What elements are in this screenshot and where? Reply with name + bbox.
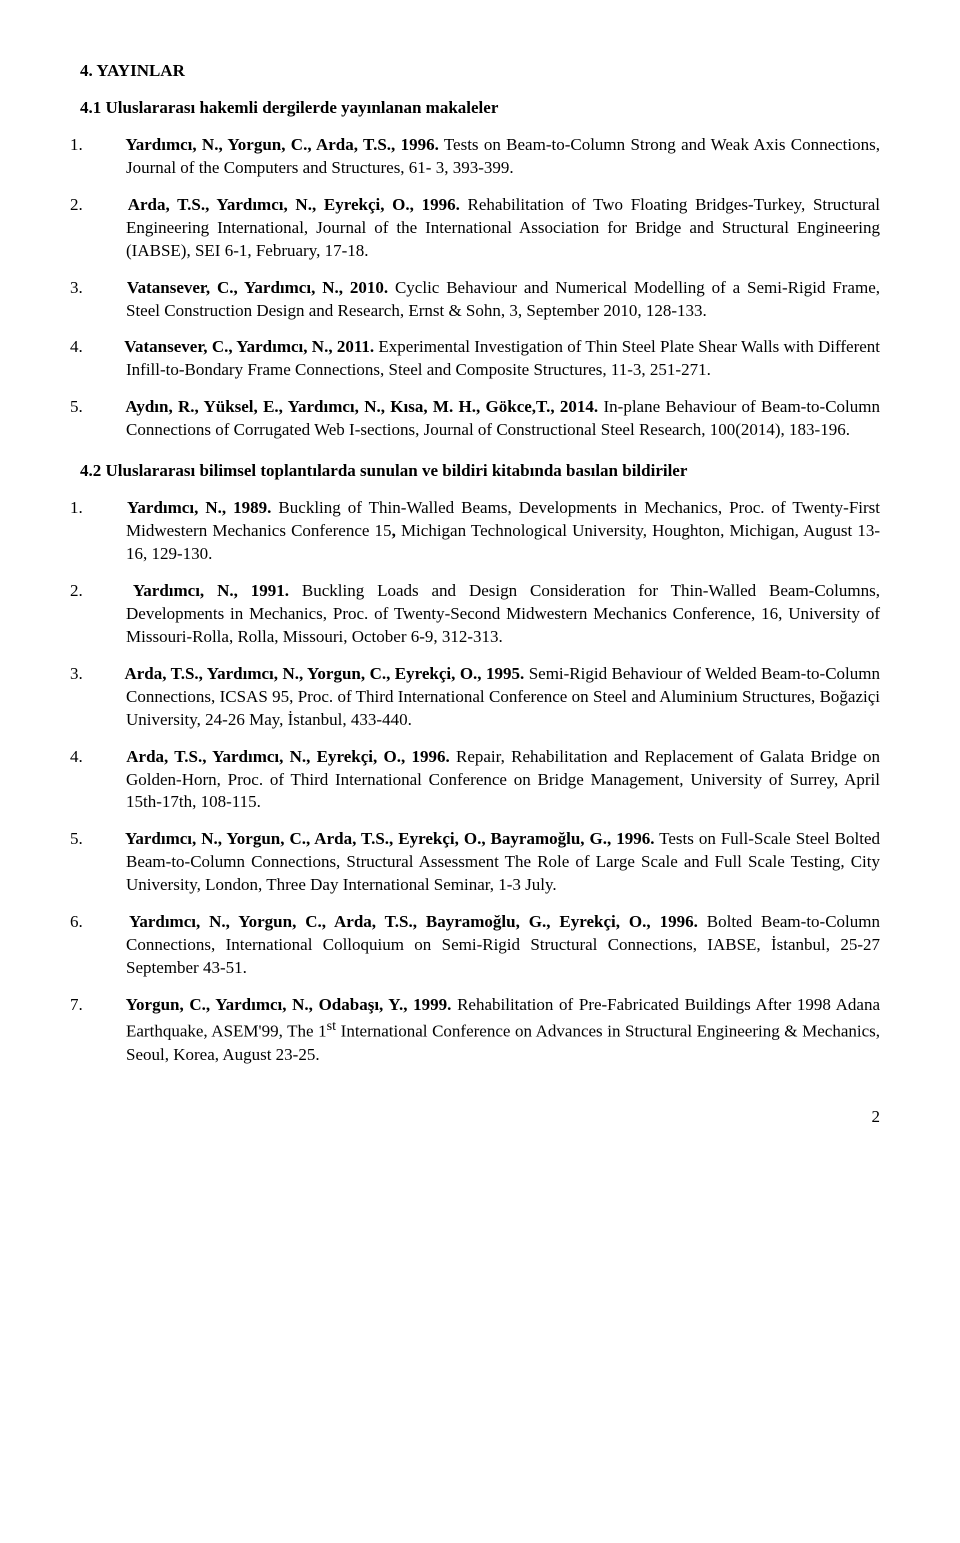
publication-item: 7. Yorgun, C., Yardımcı, N., Odabaşı, Y.… xyxy=(80,994,880,1066)
publication-item: 2. Arda, T.S., Yardımcı, N., Eyrekçi, O.… xyxy=(80,194,880,263)
section-heading: 4. YAYINLAR xyxy=(80,60,880,83)
publication-lead: Yardımcı, N., Yorgun, C., Arda, T.S., Ba… xyxy=(129,912,698,931)
publication-lead: Yardımcı, N., 1991. xyxy=(133,581,289,600)
publication-number: 4. xyxy=(98,746,120,769)
publication-item: 1. Yardımcı, N., 1989. Buckling of Thin-… xyxy=(80,497,880,566)
publication-number: 4. xyxy=(98,336,120,359)
publication-number: 1. xyxy=(98,497,120,520)
publication-lead: Yardımcı, N., Yorgun, C., Arda, T.S., Ey… xyxy=(125,829,655,848)
publication-lead: Vatansever, C., Yardımcı, N., 2011. xyxy=(124,337,374,356)
publication-lead: Vatansever, C., Yardımcı, N., 2010. xyxy=(127,278,388,297)
publication-item: 1. Yardımcı, N., Yorgun, C., Arda, T.S.,… xyxy=(80,134,880,180)
publication-item: 5. Yardımcı, N., Yorgun, C., Arda, T.S.,… xyxy=(80,828,880,897)
publication-item: 2. Yardımcı, N., 1991. Buckling Loads an… xyxy=(80,580,880,649)
publication-lead: Arda, T.S., Yardımcı, N., Eyrekçi, O., 1… xyxy=(126,747,450,766)
publication-lead: Yardımcı, N., Yorgun, C., Arda, T.S., 19… xyxy=(125,135,439,154)
subsection-heading-4-1: 4.1 Uluslararası hakemli dergilerde yayı… xyxy=(80,97,880,120)
publication-item: 6. Yardımcı, N., Yorgun, C., Arda, T.S.,… xyxy=(80,911,880,980)
page-number: 2 xyxy=(80,1106,880,1129)
publication-lead: Yardımcı, N., 1989. xyxy=(127,498,271,517)
publication-lead: Aydın, R., Yüksel, E., Yardımcı, N., Kıs… xyxy=(125,397,598,416)
publication-item: 5. Aydın, R., Yüksel, E., Yardımcı, N., … xyxy=(80,396,880,442)
publication-item: 4. Vatansever, C., Yardımcı, N., 2011. E… xyxy=(80,336,880,382)
publication-number: 7. xyxy=(98,994,120,1017)
publication-number: 2. xyxy=(98,194,120,217)
publication-number: 5. xyxy=(98,828,120,851)
publication-item: 4. Arda, T.S., Yardımcı, N., Eyrekçi, O.… xyxy=(80,746,880,815)
publication-superscript: st xyxy=(327,1018,336,1034)
publication-number: 5. xyxy=(98,396,120,419)
publication-number: 3. xyxy=(98,663,120,686)
publication-number: 3. xyxy=(98,277,120,300)
publication-number: 6. xyxy=(98,911,120,934)
publication-item: 3. Arda, T.S., Yardımcı, N., Yorgun, C.,… xyxy=(80,663,880,732)
publication-number: 1. xyxy=(98,134,120,157)
publication-item: 3. Vatansever, C., Yardımcı, N., 2010. C… xyxy=(80,277,880,323)
publication-lead: Arda, T.S., Yardımcı, N., Eyrekçi, O., 1… xyxy=(128,195,460,214)
publication-lead: Yorgun, C., Yardımcı, N., Odabaşı, Y., 1… xyxy=(126,995,452,1014)
subsection-heading-4-2: 4.2 Uluslararası bilimsel toplantılarda … xyxy=(80,460,880,483)
publication-lead: Arda, T.S., Yardımcı, N., Yorgun, C., Ey… xyxy=(124,664,524,683)
publication-list-4-1: 1. Yardımcı, N., Yorgun, C., Arda, T.S.,… xyxy=(80,134,880,442)
publication-list-4-2: 1. Yardımcı, N., 1989. Buckling of Thin-… xyxy=(80,497,880,1066)
publication-number: 2. xyxy=(98,580,120,603)
